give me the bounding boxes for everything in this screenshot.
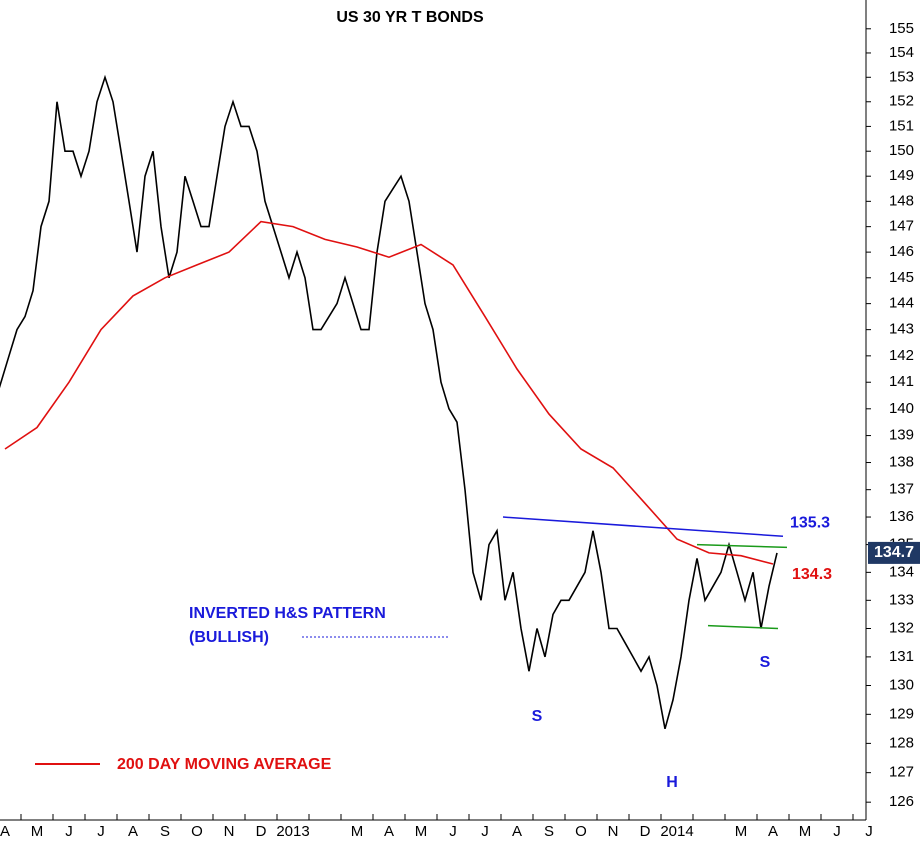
y-tick-label: 126 [889,793,914,810]
x-tick-label: J [481,823,489,840]
y-tick-label: 128 [889,734,914,751]
y-tick-label: 144 [889,295,914,312]
x-tick-label: A [128,823,138,840]
y-tick-label: 132 [889,619,914,636]
pattern-label: (BULLISH) [189,629,269,646]
range-line [707,624,779,630]
x-tick-label: 2014 [660,823,693,840]
y-tick-label: 149 [889,167,914,184]
y-tick-label: 134 [889,563,914,580]
x-tick-label: N [608,823,619,840]
x-tick-label: M [799,823,812,840]
y-tick-label: 133 [889,591,914,608]
neckline [502,516,784,538]
y-tick-label: 147 [889,218,914,235]
x-tick-label: S [160,823,170,840]
y-tick-label: 146 [889,243,914,260]
x-tick-label: M [31,823,44,840]
y-tick-label: 140 [889,400,914,417]
x-tick-label: J [865,823,873,840]
y-tick-label: 137 [889,481,914,498]
y-tick-label: 138 [889,453,914,470]
x-tick-label: M [415,823,428,840]
y-tick-label: 143 [889,321,914,338]
x-tick-label: 2013 [276,823,309,840]
y-tick-label: 155 [889,20,914,37]
last-value-box [868,541,920,564]
x-tick-label: J [833,823,841,840]
y-tick-label: 141 [889,373,914,390]
pattern-point: S [760,654,771,671]
y-tick-label: 148 [889,192,914,209]
y-tick-label: 145 [889,269,914,286]
pattern-label: INVERTED H&S PATTERN [189,605,386,622]
y-tick-label: 130 [889,676,914,693]
neckline-label: 135.3 [790,515,830,532]
y-tick-label: 153 [889,68,914,85]
y-tick-label: 150 [889,142,914,159]
y-tick-label: 127 [889,764,914,781]
pattern-point: H [666,774,678,791]
y-tick-label: 139 [889,427,914,444]
y-tick-label: 131 [889,648,914,665]
y-tick-label: 129 [889,705,914,722]
pattern-point: S [532,708,543,725]
y-tick-label: 142 [889,347,914,364]
price-line [0,74,778,730]
x-tick-label: D [640,823,651,840]
y-tick-label: 154 [889,44,914,61]
x-tick-label: A [384,823,394,840]
x-tick-label: N [224,823,235,840]
x-tick-label: J [97,823,105,840]
x-tick-label: A [512,823,522,840]
x-tick-label: A [768,823,778,840]
y-tick-label: 152 [889,93,914,110]
ma-last-label: 134.3 [792,566,832,583]
x-tick-label: A [0,823,10,840]
y-tick-label: 151 [889,117,914,134]
x-tick-label: J [65,823,73,840]
x-tick-label: O [191,823,203,840]
x-tick-label: J [449,823,457,840]
x-tick-label: S [544,823,554,840]
last-value-label: 134.7 [874,544,914,561]
range-line [696,543,788,549]
x-tick-label: O [575,823,587,840]
x-tick-label: M [351,823,364,840]
x-tick-label: M [735,823,748,840]
y-tick-label: 136 [889,508,914,525]
x-tick-label: D [256,823,267,840]
ma-line [4,220,774,565]
legend-label: 200 DAY MOVING AVERAGE [117,756,332,773]
chart-title: US 30 YR T BONDS [336,9,484,26]
